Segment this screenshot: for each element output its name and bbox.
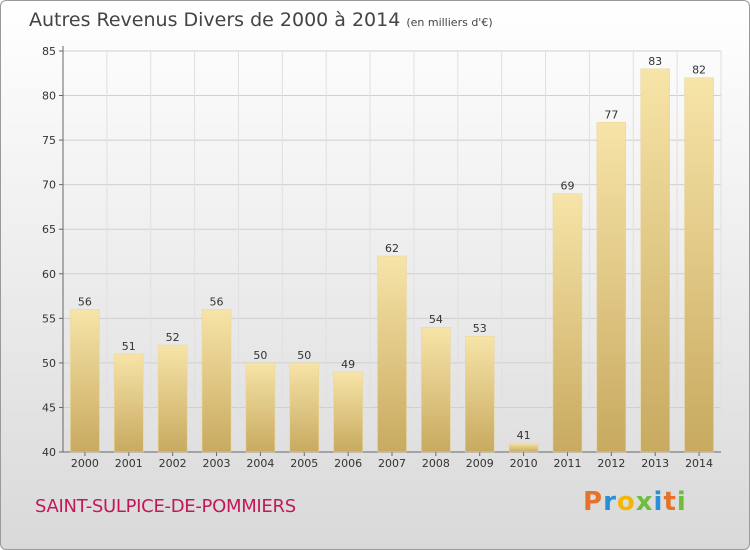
data-label: 62 bbox=[385, 242, 399, 255]
y-tick-label: 80 bbox=[42, 90, 56, 103]
x-tick-label: 2013 bbox=[641, 457, 669, 470]
data-label: 54 bbox=[429, 313, 443, 326]
logo-letter: x bbox=[635, 487, 654, 517]
logo-letter: r bbox=[603, 487, 617, 517]
data-label: 41 bbox=[517, 429, 531, 442]
bar bbox=[377, 255, 407, 453]
y-tick-label: 40 bbox=[42, 446, 56, 459]
bar bbox=[684, 77, 714, 453]
logo-letter: t bbox=[663, 487, 677, 517]
data-label: 56 bbox=[78, 295, 92, 308]
labels: 40 45 50 55 60 65 70 75 80 85 56 2000 51 2001 52 2002 56… bbox=[42, 45, 713, 470]
logo-letter: i bbox=[676, 487, 687, 517]
bar bbox=[596, 122, 627, 453]
x-tick-label: 2011 bbox=[553, 457, 581, 470]
x-tick-label: 2003 bbox=[203, 457, 231, 470]
y-tick-label: 55 bbox=[42, 312, 56, 325]
y-tick-label: 75 bbox=[42, 134, 56, 147]
chart-title: Autres Revenus Divers de 2000 à 2014 (en … bbox=[29, 9, 493, 31]
data-label: 51 bbox=[122, 340, 136, 353]
x-tick-label: 2006 bbox=[334, 457, 362, 470]
x-tick-label: 2008 bbox=[422, 457, 450, 470]
logo-letter: i bbox=[653, 487, 664, 517]
x-tick-label: 2005 bbox=[290, 457, 318, 470]
bar bbox=[552, 193, 583, 453]
x-tick-label: 2001 bbox=[115, 457, 143, 470]
bar bbox=[508, 442, 539, 453]
proxiti-logo: Proxiti bbox=[583, 487, 687, 517]
y-tick-label: 70 bbox=[42, 179, 56, 192]
bar bbox=[114, 353, 144, 453]
bar bbox=[421, 326, 451, 453]
x-tick-label: 2007 bbox=[378, 457, 406, 470]
x-tick-label: 2000 bbox=[71, 457, 99, 470]
logo-letter: P bbox=[583, 487, 604, 517]
data-label: 69 bbox=[560, 180, 574, 193]
x-tick-label: 2010 bbox=[510, 457, 538, 470]
bar bbox=[157, 344, 188, 453]
data-label: 50 bbox=[253, 349, 267, 362]
logo-letter: o bbox=[616, 487, 636, 517]
y-tick-label: 65 bbox=[42, 223, 56, 236]
data-label: 56 bbox=[210, 295, 224, 308]
bar bbox=[465, 335, 495, 453]
y-tick-label: 45 bbox=[42, 401, 56, 414]
y-tick-label: 50 bbox=[42, 357, 56, 370]
bar bbox=[333, 371, 363, 453]
chart-title-text: Autres Revenus Divers de 2000 à 2014 bbox=[29, 9, 401, 31]
data-label: 83 bbox=[648, 55, 662, 68]
bar bbox=[70, 309, 100, 453]
bar bbox=[640, 68, 670, 453]
y-tick-label: 60 bbox=[42, 268, 56, 281]
commune-name: SAINT-SULPICE-DE-POMMIERS bbox=[35, 496, 296, 517]
data-label: 52 bbox=[166, 331, 180, 344]
bars bbox=[70, 68, 714, 453]
data-label: 49 bbox=[341, 358, 355, 371]
bar bbox=[245, 362, 276, 453]
bar bbox=[289, 362, 319, 453]
data-label: 50 bbox=[297, 349, 311, 362]
x-tick-label: 2012 bbox=[597, 457, 625, 470]
data-label: 82 bbox=[692, 64, 706, 77]
chart-unit: (en milliers d'€) bbox=[406, 16, 493, 29]
x-tick-label: 2009 bbox=[466, 457, 494, 470]
x-tick-label: 2004 bbox=[246, 457, 274, 470]
y-tick-label: 85 bbox=[42, 45, 56, 58]
bar bbox=[201, 309, 232, 453]
x-tick-label: 2014 bbox=[685, 457, 713, 470]
data-label: 77 bbox=[604, 108, 618, 121]
data-label: 53 bbox=[473, 322, 487, 335]
x-tick-label: 2002 bbox=[159, 457, 187, 470]
